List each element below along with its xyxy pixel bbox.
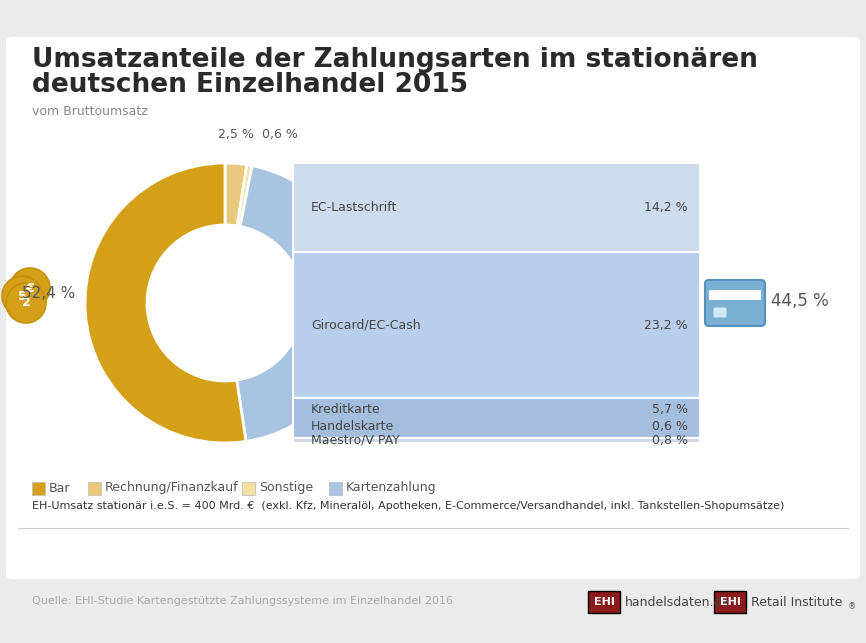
Bar — [293, 163, 700, 252]
Text: EHI: EHI — [593, 597, 615, 607]
Text: 23,2 %: 23,2 % — [644, 319, 688, 332]
Text: Umsatzanteile der Zahlungsarten im stationären: Umsatzanteile der Zahlungsarten im stati… — [32, 47, 758, 73]
Text: 5: 5 — [17, 289, 26, 302]
Text: Sonstige: Sonstige — [260, 482, 313, 494]
Wedge shape — [225, 163, 247, 226]
Circle shape — [10, 268, 50, 308]
Text: 0,8 %: 0,8 % — [652, 434, 688, 447]
Text: Girocard/EC-Cash: Girocard/EC-Cash — [311, 319, 421, 332]
Bar — [293, 252, 700, 398]
Wedge shape — [236, 166, 365, 441]
Bar — [242, 482, 255, 495]
Text: EC-Lastschrift: EC-Lastschrift — [311, 201, 397, 214]
FancyBboxPatch shape — [714, 591, 746, 613]
Circle shape — [2, 276, 42, 316]
Bar — [87, 482, 100, 495]
Bar — [709, 290, 761, 300]
Text: deutschen Einzelhandel 2015: deutschen Einzelhandel 2015 — [32, 72, 469, 98]
Text: €: € — [26, 282, 35, 294]
Text: EH-Umsatz stationär i.e.S. = 400 Mrd. €  (exkl. Kfz, Mineralöl, Apotheken, E-Com: EH-Umsatz stationär i.e.S. = 400 Mrd. € … — [32, 501, 785, 511]
FancyBboxPatch shape — [705, 280, 765, 326]
Text: 2,5 %: 2,5 % — [218, 128, 255, 141]
Text: Retail Institute: Retail Institute — [751, 595, 843, 608]
Bar — [32, 482, 45, 495]
FancyBboxPatch shape — [588, 591, 620, 613]
Text: Kartenzahlung: Kartenzahlung — [346, 482, 436, 494]
Bar — [293, 438, 700, 443]
Text: handelsdaten.de: handelsdaten.de — [625, 595, 730, 608]
Text: 2: 2 — [22, 296, 30, 309]
Circle shape — [6, 283, 46, 323]
Text: Rechnung/Finanzkauf: Rechnung/Finanzkauf — [105, 482, 238, 494]
Text: 52,4 %: 52,4 % — [22, 285, 75, 300]
Text: 5,7 %
0,6 %: 5,7 % 0,6 % — [652, 403, 688, 433]
Text: EHI: EHI — [720, 597, 740, 607]
Text: ®: ® — [848, 602, 856, 611]
Wedge shape — [85, 163, 246, 443]
Text: Maestro/V PAY: Maestro/V PAY — [311, 434, 400, 447]
Wedge shape — [237, 165, 252, 226]
Text: Bar: Bar — [49, 482, 70, 494]
Text: 44,5 %: 44,5 % — [771, 292, 829, 310]
FancyBboxPatch shape — [713, 307, 727, 318]
Text: Quelle: EHI-Studie Kartengestützte Zahlungssysteme im Einzelhandel 2016: Quelle: EHI-Studie Kartengestützte Zahlu… — [32, 596, 453, 606]
Text: vom Bruttoumsatz: vom Bruttoumsatz — [32, 105, 148, 118]
Text: 0,6 %: 0,6 % — [262, 128, 298, 141]
Bar — [293, 398, 700, 438]
FancyBboxPatch shape — [6, 37, 860, 579]
Text: Kreditkarte
Handelskarte: Kreditkarte Handelskarte — [311, 403, 394, 433]
Text: 14,2 %: 14,2 % — [644, 201, 688, 214]
Bar — [329, 482, 342, 495]
